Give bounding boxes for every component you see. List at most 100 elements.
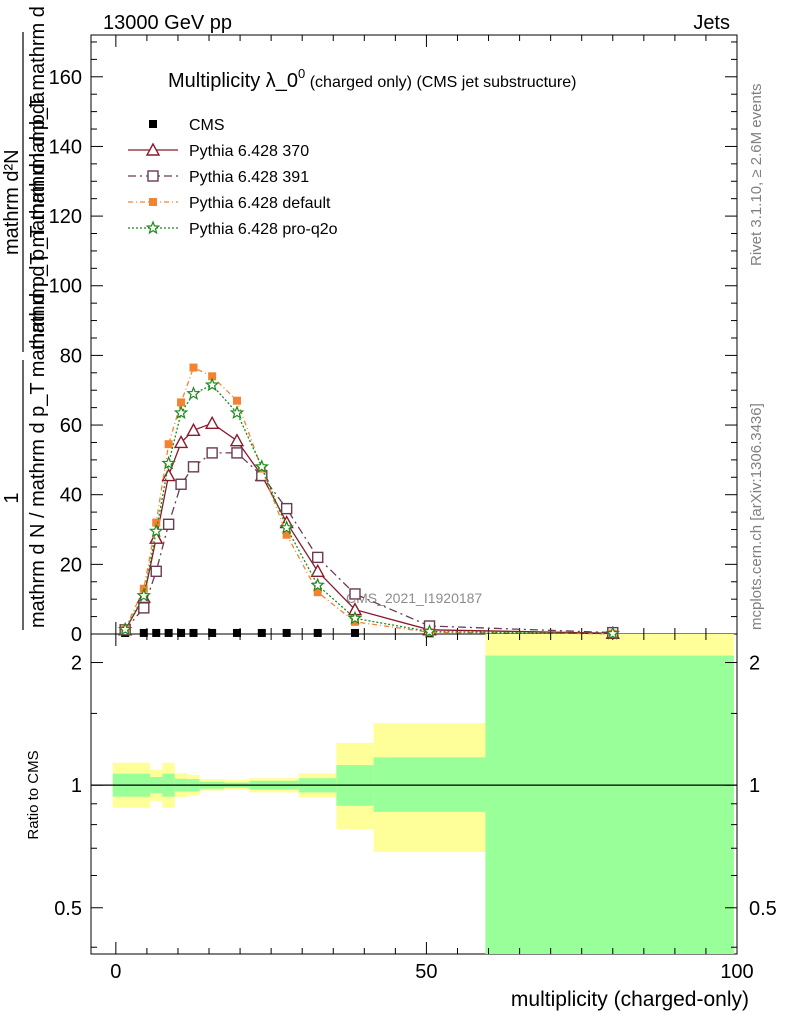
series-marker [280,502,293,515]
series-marker [162,518,175,530]
series-marker [229,433,245,447]
series-marker [347,610,363,625]
legend-entry: Pythia 6.428 default [128,195,331,212]
title-main: Multiplicity λ_0 [168,70,298,92]
main-plot-frame [90,34,738,635]
series-marker [148,523,164,538]
cms-data-point [177,628,186,637]
series-marker [189,363,198,372]
series-marker [282,530,291,539]
cms-data-point [282,628,291,637]
series-marker [312,551,324,564]
main-ylabel-denominator-2: mathrm d p_T mathrm d p_T mathrm d lambd… [27,0,49,350]
legend-entry: Pythia 6.428 391 [128,169,309,186]
series-marker [232,396,241,405]
title-superscript: 0 [298,66,305,81]
legend-marker [145,142,161,156]
series-line [124,366,613,635]
series-marker [117,621,133,636]
legend-label: Pythia 6.428 370 [189,143,309,160]
legend-marker [145,220,161,235]
legend-label: CMS [189,117,225,134]
ratio-y-tick-label-right: 1 [749,775,760,797]
cms-data-point [313,628,322,637]
y-tick-label: 0 [71,624,82,646]
series-marker [136,588,152,602]
xaxis-label: multiplicity (charged-only) [511,988,749,1011]
legend-entry: Pythia 6.428 370 [128,142,309,160]
x-tick-label: 100 [720,961,753,983]
legend-entry: CMS [149,117,225,134]
cms-data-point [208,628,217,637]
main-ylabel: 1 mathrm d N / mathrm d p_T mathrm d p_T… [1,0,49,630]
series-marker [186,422,201,436]
main-ylabel-numerator: 1 [1,492,23,503]
series-marker [177,398,186,407]
main-ylabel-numerator-2: mathrm d²N [1,149,23,255]
cms-data-point [189,628,198,637]
y-tick-label: 60 [60,415,82,437]
series-marker [161,468,176,482]
ratio-y-tick-label-right: 2 [749,653,760,675]
title-rest: (charged only) (CMS jet substructure) [305,74,576,91]
ratio-axes: 0 50 100 0.5 0.5 1 1 2 2 [54,634,777,983]
series-marker [161,455,176,470]
legend-marker [147,170,159,182]
series-marker [279,520,294,534]
series-marker [175,478,187,490]
header-process: Jets [693,12,730,34]
series-marker [204,415,220,430]
cms-data-point [257,628,266,637]
legend-entry: Pythia 6.428 pro-q2o [128,220,338,238]
legend-label: Pythia 6.428 default [189,195,331,212]
series-marker [350,617,359,626]
series-marker [173,434,189,449]
series-marker [422,623,437,638]
mcplots-label: mcplots.cern.ch [arXiv:1306.3436] [748,403,765,630]
series-marker [173,405,189,420]
y-tick-label: 40 [60,485,82,507]
series-marker [229,405,245,420]
series-marker [605,626,621,640]
series-marker [138,602,150,614]
ratio-plot-frame [90,633,738,955]
y-tick-label: 160 [49,67,82,89]
data-series [117,363,621,640]
legend: CMS Pythia 6.428 370 Pythia 6.428 391 Pythi… [128,117,338,238]
series-marker [313,588,322,597]
main-title: Multiplicity λ_00 (charged only) (CMS je… [168,66,576,92]
ratio-band-inner [485,655,734,954]
cms-data-point [350,628,359,637]
ratio-y-tick-label: 2 [71,653,82,675]
main-ylabel-denominator: mathrm d N / mathrm d p_T mathrm d p_T m… [27,91,49,628]
cms-data-point [139,628,148,637]
legend-label: Pythia 6.428 391 [189,169,309,186]
rivet-version-label: Rivet 3.1.10, ≥ 2.6M events [748,84,765,267]
series-2 [119,447,619,639]
series-marker [164,440,173,449]
series-line [124,452,613,634]
legend-marker [149,120,157,128]
legend-marker [149,198,157,206]
series-marker [231,447,243,459]
cms-data-point [152,628,161,637]
header-energy: 13000 GeV pp [103,12,232,34]
ratio-ylabel: Ratio to CMS [25,750,42,839]
series-marker [150,565,162,578]
y-tick-label: 20 [60,554,82,576]
series-4 [117,377,621,640]
svg-text:Multiplicity λ_00 (charged onl: Multiplicity λ_00 (charged only) (CMS je… [168,66,576,92]
ratio-bands [112,634,734,954]
x-tick-label: 50 [415,961,437,983]
series-marker [186,386,201,400]
series-marker [349,588,361,600]
ratio-y-tick-label: 0.5 [54,898,82,920]
y-tick-label: 140 [49,136,82,158]
y-tick-label: 80 [60,345,82,367]
cms-data-point [164,628,173,637]
cms-data-point [232,628,241,637]
series-marker [254,459,270,474]
y-tick-label: 120 [49,206,82,228]
series-line [124,422,613,634]
